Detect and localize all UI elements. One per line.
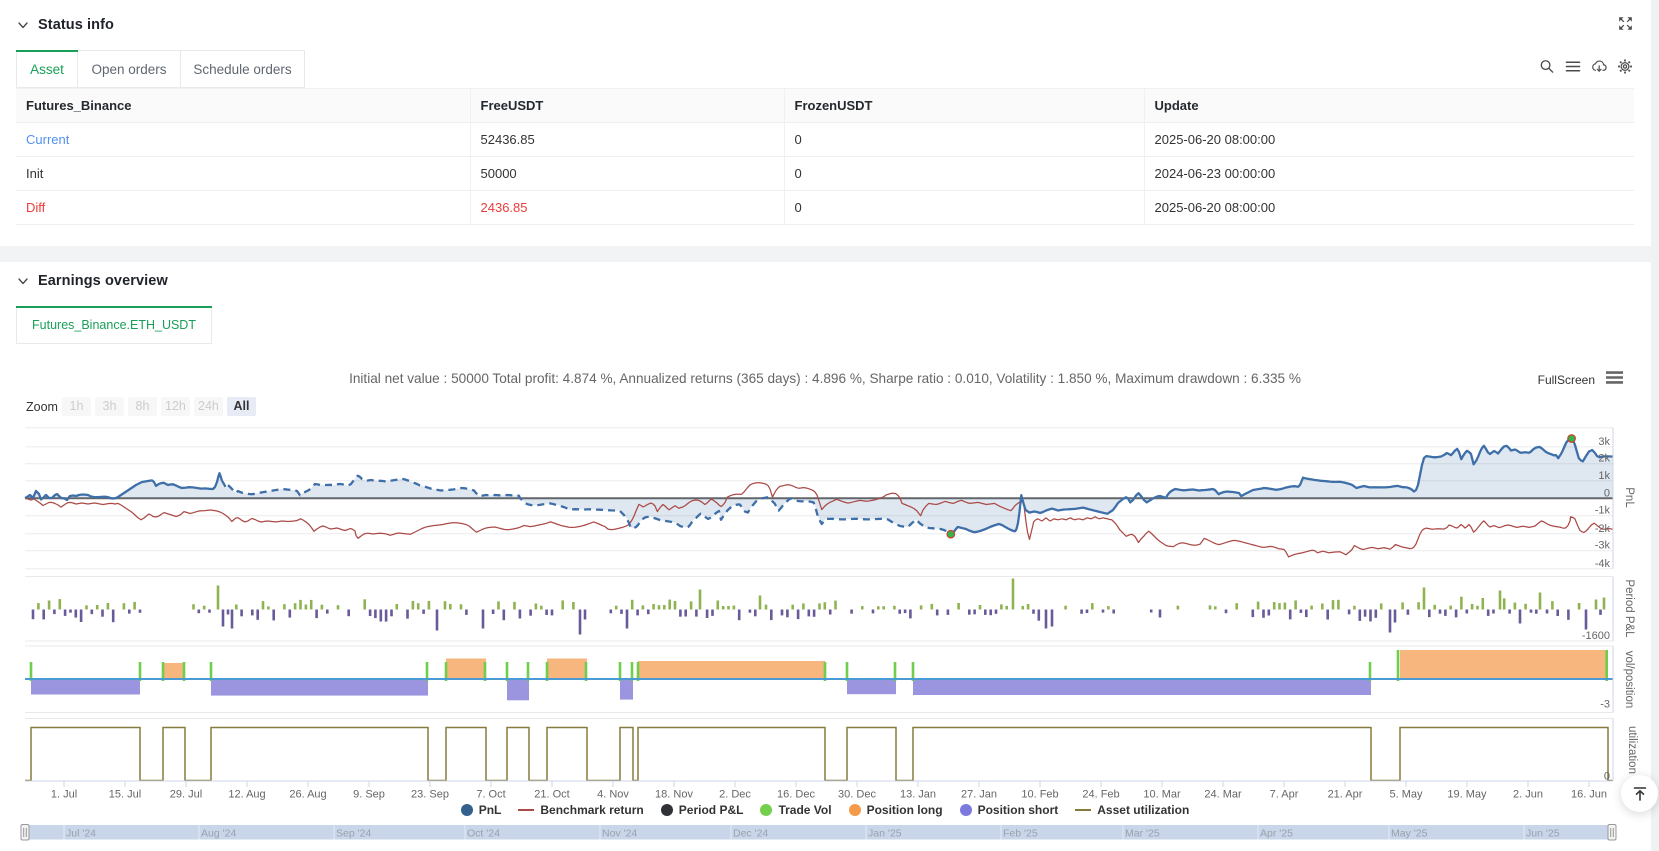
svg-text:-1k: -1k xyxy=(1595,505,1611,517)
svg-text:13. Jan: 13. Jan xyxy=(900,789,936,801)
svg-text:23. Sep: 23. Sep xyxy=(411,789,449,801)
svg-text:0: 0 xyxy=(1604,487,1610,499)
svg-text:7. Apr: 7. Apr xyxy=(1270,789,1299,801)
svg-text:27. Jan: 27. Jan xyxy=(961,789,997,801)
svg-text:30. Dec: 30. Dec xyxy=(838,789,876,801)
svg-text:-3: -3 xyxy=(1600,699,1610,711)
svg-text:21. Apr: 21. Apr xyxy=(1328,789,1363,801)
svg-text:19. May: 19. May xyxy=(1447,789,1487,801)
svg-text:10. Feb: 10. Feb xyxy=(1021,789,1058,801)
svg-text:9. Sep: 9. Sep xyxy=(353,789,385,801)
svg-text:Mar '25: Mar '25 xyxy=(1125,828,1160,840)
svg-text:-4k: -4k xyxy=(1595,558,1611,570)
svg-text:Jul '24: Jul '24 xyxy=(66,828,96,840)
svg-text:4. Nov: 4. Nov xyxy=(597,789,629,801)
svg-text:Sep '24: Sep '24 xyxy=(336,828,371,840)
svg-text:21. Oct: 21. Oct xyxy=(534,789,569,801)
svg-text:utilization: utilization xyxy=(1626,726,1638,774)
svg-text:May '25: May '25 xyxy=(1391,828,1428,840)
svg-text:Dec '24: Dec '24 xyxy=(733,828,768,840)
svg-text:PnL: PnL xyxy=(1623,487,1635,508)
svg-text:3k: 3k xyxy=(1598,436,1610,448)
svg-text:24. Feb: 24. Feb xyxy=(1082,789,1119,801)
svg-text:26. Aug: 26. Aug xyxy=(289,789,326,801)
svg-text:2. Dec: 2. Dec xyxy=(719,789,751,801)
svg-text:16. Dec: 16. Dec xyxy=(777,789,815,801)
svg-text:Aug '24: Aug '24 xyxy=(201,828,236,840)
svg-text:29. Jul: 29. Jul xyxy=(170,789,202,801)
svg-text:Jun '25: Jun '25 xyxy=(1526,828,1560,840)
svg-text:Feb '25: Feb '25 xyxy=(1003,828,1038,840)
svg-text:1. Jul: 1. Jul xyxy=(51,789,77,801)
svg-text:Period P&L: Period P&L xyxy=(1623,579,1635,638)
svg-text:-2k: -2k xyxy=(1595,523,1611,535)
svg-text:12. Aug: 12. Aug xyxy=(228,789,265,801)
svg-text:Jan '25: Jan '25 xyxy=(868,828,902,840)
svg-text:16. Jun: 16. Jun xyxy=(1571,789,1607,801)
svg-text:5. May: 5. May xyxy=(1389,789,1423,801)
svg-text:2. Jun: 2. Jun xyxy=(1513,789,1543,801)
svg-text:-1600: -1600 xyxy=(1582,630,1610,642)
svg-text:Apr '25: Apr '25 xyxy=(1260,828,1293,840)
svg-text:-3k: -3k xyxy=(1595,540,1611,552)
svg-text:15. Jul: 15. Jul xyxy=(109,789,141,801)
svg-text:0: 0 xyxy=(1604,771,1610,783)
svg-text:18. Nov: 18. Nov xyxy=(655,789,693,801)
svg-text:7. Oct: 7. Oct xyxy=(476,789,505,801)
svg-text:1k: 1k xyxy=(1598,470,1610,482)
svg-text:24. Mar: 24. Mar xyxy=(1204,789,1242,801)
svg-text:2k: 2k xyxy=(1598,453,1610,465)
svg-text:Oct '24: Oct '24 xyxy=(467,828,500,840)
svg-text:Nov '24: Nov '24 xyxy=(602,828,637,840)
svg-text:10. Mar: 10. Mar xyxy=(1143,789,1181,801)
svg-text:vol/position: vol/position xyxy=(1623,651,1635,709)
